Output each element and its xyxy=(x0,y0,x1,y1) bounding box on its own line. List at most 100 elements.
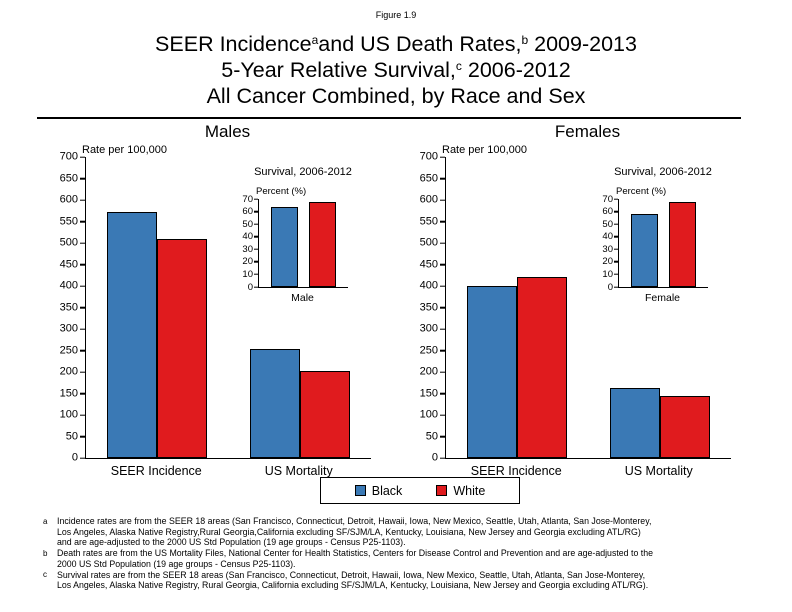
y-tick-label: 20 xyxy=(602,256,613,268)
y-tick-mark-icon xyxy=(79,457,85,459)
bar-white-male xyxy=(309,201,336,287)
y-tick-mark-icon xyxy=(613,273,618,276)
y-tick-label: 100 xyxy=(419,408,438,421)
y-tick-mark-icon xyxy=(439,263,445,266)
y-tick-mark-icon xyxy=(79,242,85,244)
y-tick-mark-icon xyxy=(253,223,258,225)
legend-label-black: Black xyxy=(371,483,403,498)
bar-black-female xyxy=(631,214,658,287)
footnote-c: c Survival rates are from the SEER 18 ar… xyxy=(43,570,788,591)
y-tick-mark-icon xyxy=(79,285,85,287)
y-tick-label: 450 xyxy=(59,258,78,270)
y-tick-label: 350 xyxy=(59,301,78,313)
title-line-1: SEER Incidenceaand US Death Rates,b 2009… xyxy=(0,31,792,57)
legend-item-black: Black xyxy=(354,483,403,498)
males-y-axis-title: Rate per 100,000 xyxy=(82,144,168,156)
y-tick-mark-icon xyxy=(79,349,85,352)
y-tick-mark-icon xyxy=(253,198,258,200)
y-tick-mark-icon xyxy=(79,392,85,395)
footnote-marker-c: c xyxy=(43,570,47,580)
y-tick-label: 400 xyxy=(59,279,78,292)
y-tick-label: 50 xyxy=(602,218,613,230)
bar-black-male xyxy=(271,206,298,287)
females-panel-title: Females xyxy=(554,122,621,141)
y-tick-mark-icon xyxy=(439,242,445,244)
y-tick-mark-icon xyxy=(439,435,445,438)
x-category-label-seer-incidence: SEER Incidence xyxy=(110,464,202,478)
y-tick-label: 700 xyxy=(419,150,438,163)
males-inset-y-axis-title: Percent (%) xyxy=(256,186,307,197)
bar-white-seer-incidence xyxy=(517,276,568,458)
bar-white-us-mortality xyxy=(299,371,350,458)
footnotes: a Incidence rates are from the SEER 18 a… xyxy=(43,516,788,591)
y-tick-label: 350 xyxy=(419,301,438,313)
y-tick-label: 10 xyxy=(602,268,613,280)
y-tick-mark-icon xyxy=(253,210,258,213)
y-tick-label: 650 xyxy=(59,172,78,185)
title-line-2: 5-Year Relative Survival,c 2006-2012 xyxy=(0,57,792,83)
females-y-axis-title: Rate per 100,000 xyxy=(442,144,528,156)
x-category-label-female: Female xyxy=(644,292,681,304)
y-tick-label: 20 xyxy=(242,256,253,268)
footnote-text-b: Death rates are from the US Mortality Fi… xyxy=(57,548,654,569)
legend: Black White xyxy=(320,477,520,504)
footnote-ref-c: c xyxy=(455,59,462,73)
title-line-3: All Cancer Combined, by Race and Sex xyxy=(206,84,586,108)
y-tick-mark-icon xyxy=(613,236,618,238)
y-tick-label: 30 xyxy=(242,243,253,255)
y-tick-label: 150 xyxy=(59,387,78,399)
footnote-text-c: Survival rates are from the SEER 18 area… xyxy=(57,569,649,591)
females-x-axis-labels: SEER Incidence US Mortality xyxy=(445,462,730,478)
females-main-chart: Females Rate per 100,000 700 650 600 550 500… xyxy=(400,122,745,478)
legend-label-white: White xyxy=(453,483,486,498)
y-tick-label: 500 xyxy=(419,236,438,249)
y-tick-mark-icon xyxy=(439,349,445,352)
males-inset-plot-area xyxy=(253,198,348,288)
y-tick-label: 700 xyxy=(59,150,78,163)
y-tick-mark-icon xyxy=(79,371,85,373)
y-tick-label: 10 xyxy=(242,268,253,280)
y-tick-label: 500 xyxy=(59,236,78,249)
y-tick-label: 400 xyxy=(419,279,438,292)
bar-black-seer-incidence xyxy=(107,212,158,458)
y-tick-mark-icon xyxy=(613,198,618,200)
y-tick-mark-icon xyxy=(439,177,445,180)
footnote-b: b Death rates are from the US Mortality … xyxy=(43,548,788,569)
y-tick-label: 600 xyxy=(59,193,78,206)
footnote-marker-a: a xyxy=(43,516,48,526)
males-y-axis-ticks: 700 650 600 550 500 450 400 350 300 250 200 150 100 5… xyxy=(40,151,80,463)
y-tick-mark-icon xyxy=(439,371,445,373)
y-tick-label: 100 xyxy=(59,408,78,421)
y-tick-label: 250 xyxy=(419,344,438,357)
y-tick-label: 0 xyxy=(247,281,253,293)
y-tick-label: 300 xyxy=(419,322,438,335)
title-text: SEER Incidence xyxy=(155,32,312,56)
legend-item-white: White xyxy=(436,484,485,498)
y-tick-mark-icon xyxy=(79,414,85,416)
y-tick-label: 200 xyxy=(59,365,78,378)
y-tick-label: 200 xyxy=(419,365,438,378)
males-inset-x-axis-labels: Male xyxy=(258,290,347,304)
males-survival-inset-chart: Survival, 2006-2012 Percent (%) 70 60 50 40… xyxy=(238,166,368,311)
males-inset-title: Survival, 2006-2012 xyxy=(254,166,352,178)
y-tick-mark-icon xyxy=(253,273,258,276)
y-tick-label: 50 xyxy=(242,218,253,230)
footnote-a: a Incidence rates are from the SEER 18 a… xyxy=(43,516,788,548)
bar-black-seer-incidence xyxy=(467,285,518,458)
bar-white-seer-incidence xyxy=(157,239,208,458)
x-category-label-male: Male xyxy=(291,292,314,304)
bar-black-us-mortality xyxy=(249,349,300,458)
y-tick-mark-icon xyxy=(79,263,85,266)
males-x-axis-labels: SEER Incidence US Mortality xyxy=(85,462,370,478)
y-tick-mark-icon xyxy=(439,414,445,416)
y-tick-mark-icon xyxy=(613,210,618,213)
females-survival-inset-chart: Survival, 2006-2012 Percent (%) 70 60 50 40… xyxy=(598,166,728,311)
y-tick-label: 550 xyxy=(419,215,438,228)
females-inset-title: Survival, 2006-2012 xyxy=(614,166,712,178)
males-inset-y-axis-ticks: 70 60 50 40 30 20 10 0 xyxy=(238,194,255,291)
y-tick-mark-icon xyxy=(79,328,85,330)
y-tick-label: 0 xyxy=(431,451,438,464)
y-tick-label: 550 xyxy=(59,215,78,228)
y-tick-mark-icon xyxy=(79,306,85,309)
